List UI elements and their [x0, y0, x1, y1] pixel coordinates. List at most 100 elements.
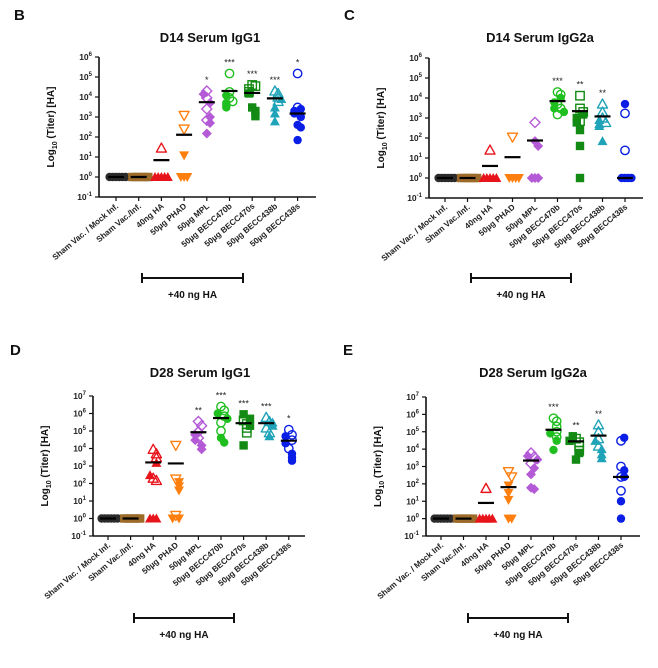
- data-point-filled: [162, 172, 173, 181]
- y-tick-label: 101: [73, 496, 86, 506]
- data-point-open: [548, 413, 559, 424]
- data-point-open: [484, 144, 496, 155]
- data-point-open: [150, 474, 163, 486]
- data-point-filled: [478, 173, 489, 182]
- data-point-filled: [167, 514, 178, 524]
- significance-label: ***: [548, 402, 559, 412]
- significance-label: ***: [216, 391, 227, 401]
- y-tick-label: 106: [73, 409, 86, 419]
- group-0: [434, 173, 459, 183]
- data-point-open: [506, 472, 518, 483]
- data-point-filled: [205, 118, 215, 129]
- data-point-filled: [198, 89, 209, 100]
- data-point-open: [502, 467, 515, 478]
- data-point-filled: [590, 435, 601, 445]
- group-3: [175, 110, 193, 182]
- data-point-filled: [596, 444, 607, 454]
- data-point-filled: [296, 123, 305, 132]
- data-point-filled: [267, 420, 278, 430]
- y-tick-label: 101: [409, 153, 422, 163]
- data-point-open: [260, 422, 272, 433]
- y-tick-label: 100: [73, 514, 86, 524]
- y-tick-label: 106: [79, 52, 92, 62]
- group-2: [478, 144, 502, 182]
- data-point-filled: [579, 110, 588, 119]
- data-point-filled: [474, 513, 485, 523]
- data-point-open: [600, 116, 612, 128]
- group-8: [617, 99, 636, 183]
- data-point-filled: [281, 432, 290, 441]
- bracket-label: +40 ng HA: [493, 630, 542, 641]
- data-point-filled: [245, 414, 255, 423]
- y-tick-label: 105: [409, 73, 422, 83]
- group-4: *: [198, 75, 215, 139]
- data-point-open: [616, 485, 626, 496]
- data-point-filled: [529, 484, 540, 495]
- panel-letter: B: [14, 7, 25, 24]
- y-tick-label: 101: [79, 152, 92, 162]
- data-point-filled: [552, 436, 561, 446]
- data-point-filled: [575, 125, 585, 135]
- panel-c: C D14 Serum IgG2a 10-1 100 101 102 103 104 105 10…: [344, 7, 643, 301]
- data-point-filled: [620, 433, 629, 442]
- data-point-filled: [616, 514, 626, 523]
- group-1: [128, 172, 153, 182]
- group-2: [150, 142, 173, 181]
- data-point-filled: [174, 514, 184, 524]
- significance-label: ***: [552, 76, 563, 86]
- data-point-filled: [526, 469, 536, 480]
- group-8: [613, 433, 629, 523]
- panel-letter: D: [10, 342, 21, 359]
- significance-label: **: [572, 420, 580, 430]
- data-point-filled: [201, 128, 212, 139]
- data-point-filled: [472, 173, 482, 183]
- y-tick-label: 102: [79, 132, 92, 142]
- group-7: ***: [258, 401, 278, 441]
- data-point-filled: [175, 173, 186, 182]
- data-point-filled: [572, 113, 581, 123]
- data-point-filled: [503, 488, 514, 498]
- y-tick-label: 102: [409, 133, 422, 143]
- group-5: ***: [545, 402, 562, 455]
- group-6: ***: [244, 69, 261, 121]
- group-6: **: [565, 420, 585, 464]
- data-point-open: [575, 90, 585, 101]
- data-point-filled: [220, 438, 229, 447]
- data-point-filled: [575, 173, 585, 183]
- y-tick-label: 107: [406, 392, 419, 402]
- panel-b: B D14 Serum IgG1 10-1 100 101 102 103 104 105 106…: [14, 7, 316, 301]
- data-point-filled: [222, 103, 231, 112]
- significance-label: ***: [247, 69, 258, 79]
- data-point-filled: [597, 136, 608, 146]
- y-tick-label: 102: [73, 479, 86, 489]
- y-tick-label: 101: [406, 496, 419, 506]
- group-6: ***: [235, 398, 255, 450]
- significance-label: **: [576, 80, 584, 90]
- data-point-filled: [190, 435, 201, 446]
- data-point-filled: [575, 141, 585, 151]
- significance-label: ***: [270, 75, 281, 85]
- group-5: ***: [213, 391, 232, 447]
- y-tick-label: 103: [73, 461, 86, 471]
- data-point-filled: [549, 445, 558, 455]
- data-point-filled: [144, 172, 153, 182]
- data-point-open: [620, 145, 630, 156]
- data-point-filled: [572, 118, 581, 127]
- data-point-open: [506, 132, 519, 143]
- data-point-open: [155, 142, 168, 153]
- data-point-open: [592, 419, 605, 430]
- y-tick-label: 103: [406, 462, 419, 472]
- data-point-filled: [533, 140, 544, 151]
- data-point-filled: [269, 102, 280, 112]
- data-point-open: [480, 482, 492, 494]
- data-point-filled: [121, 172, 130, 182]
- y-tick-label: 102: [406, 479, 419, 489]
- y-tick-label: 104: [406, 444, 419, 454]
- significance-label: **: [195, 405, 203, 415]
- data-point-filled: [136, 514, 145, 523]
- data-point-open: [178, 124, 190, 135]
- data-point-filled: [559, 107, 569, 117]
- group-3: [500, 467, 518, 524]
- significance-label: ***: [261, 401, 272, 411]
- data-point-open: [150, 448, 163, 459]
